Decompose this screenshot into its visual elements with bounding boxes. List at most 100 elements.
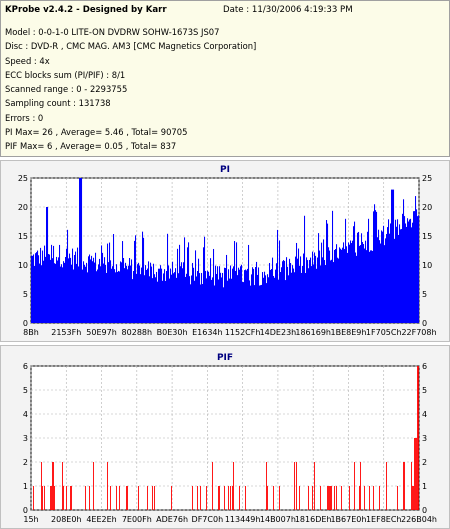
pi-bar (121, 262, 123, 323)
pi-bar (372, 250, 374, 323)
pi-bar (344, 249, 346, 323)
pi-bar (334, 250, 336, 323)
pi-bar (80, 178, 82, 323)
pi-bar (54, 263, 56, 323)
pi-bar (378, 229, 380, 323)
pi-bar (135, 235, 137, 323)
pi-bar (188, 242, 190, 323)
pif-stats-line: PIF Max= 6 , Average= 0.05 , Total= 837 (5, 141, 177, 152)
pi-bar (394, 238, 396, 323)
pif-bar (359, 486, 360, 510)
pi-bar (115, 272, 117, 323)
pi-bar (210, 258, 212, 323)
pi-bar (224, 267, 226, 323)
pif-bar (354, 462, 355, 510)
pi-bar (203, 247, 205, 323)
pi-bar (309, 259, 311, 323)
pi-bar (197, 270, 199, 323)
pi-bar (244, 270, 246, 323)
x-tick-label: 14B007h (260, 515, 296, 524)
pi-bar (291, 272, 293, 323)
pi-bar (156, 271, 158, 323)
pi-bar (141, 267, 143, 323)
pif-bar (200, 486, 201, 510)
pi-bar (64, 262, 66, 323)
app-title: KProbe v2.4.2 - Designed by Karr (5, 5, 167, 15)
pi-bar (416, 209, 418, 323)
pi-bar (382, 231, 384, 323)
pi-bar (31, 255, 33, 323)
pi-bar (390, 223, 392, 323)
pi-bar (69, 253, 71, 323)
pi-bar (105, 264, 107, 323)
x-tick-label: 1BE8E9h (330, 328, 366, 337)
pi-bar (260, 285, 262, 323)
pi-bar (148, 261, 150, 323)
pi-bar (411, 227, 413, 323)
y-tick-label-right: 0 (422, 506, 427, 515)
pif-bar (404, 462, 405, 510)
pi-bar (264, 271, 266, 323)
pi-bar (303, 253, 305, 323)
pi-bar (357, 232, 359, 323)
pi-bar (218, 279, 220, 323)
pi-bar (190, 284, 192, 323)
pi-bar (72, 248, 74, 323)
x-tick-label: B0E30h (157, 328, 188, 337)
pif-chart-panel: PIF 0 0 1 1 2 2 3 3 4 4 5 5 6 6 15h 208E0h 4EE2Eh 7E00Fh AD… (0, 345, 450, 529)
pi-bar (354, 221, 356, 323)
pif-bar (414, 438, 415, 510)
pi-bar (136, 273, 138, 323)
pi-bar (99, 258, 101, 323)
pi-bar (193, 267, 195, 323)
pi-bar (82, 269, 84, 323)
pif-bar (51, 486, 52, 510)
pi-bar (168, 265, 170, 323)
pi-bar (229, 278, 231, 323)
pi-bar (401, 229, 403, 323)
pi-bar (58, 257, 60, 323)
pi-bar (204, 236, 206, 323)
pi-bar (45, 256, 47, 323)
pi-bar (275, 269, 277, 323)
pi-bar (403, 199, 405, 323)
pif-bar (314, 462, 315, 510)
pi-bar (274, 277, 276, 323)
pi-bar (256, 261, 258, 323)
pi-bar (388, 219, 390, 323)
pi-bar (333, 262, 335, 323)
pi-bar (87, 272, 89, 323)
pi-bar (187, 247, 189, 323)
pi-bar (48, 254, 50, 323)
y-tick-label-left: 10 (18, 261, 28, 270)
y-tick-label-right: 25 (422, 174, 432, 183)
pi-stats-line: PI Max= 26 , Average= 5.46 , Total= 9070… (5, 127, 188, 138)
pif-bar (33, 486, 34, 510)
pi-bar (117, 271, 119, 323)
pi-bar (233, 266, 235, 323)
pi-bar (304, 215, 306, 323)
pi-bar (393, 189, 395, 323)
pi-bar (328, 247, 330, 323)
pi-bar (269, 263, 271, 323)
pi-bar (220, 272, 222, 323)
pi-bar (259, 285, 261, 323)
pi-bar (103, 263, 105, 323)
pif-bar (52, 462, 53, 510)
errors-line: Errors : 0 (5, 112, 44, 123)
pi-bar (408, 221, 410, 323)
y-tick-label-right: 6 (422, 362, 427, 371)
y-tick-label-right: 1 (422, 482, 427, 491)
pi-bar (225, 268, 227, 323)
pi-bar (319, 250, 321, 323)
chart-title: PIF (217, 353, 233, 363)
pi-bar (336, 244, 338, 323)
pi-bar (200, 284, 202, 323)
pi-bar (373, 211, 375, 323)
pi-bar (139, 265, 141, 323)
y-tick-label-right: 5 (422, 386, 427, 395)
pi-bar (398, 234, 400, 323)
pif-bar (308, 486, 309, 510)
pif-bar (397, 486, 398, 510)
pi-bar (108, 262, 110, 323)
